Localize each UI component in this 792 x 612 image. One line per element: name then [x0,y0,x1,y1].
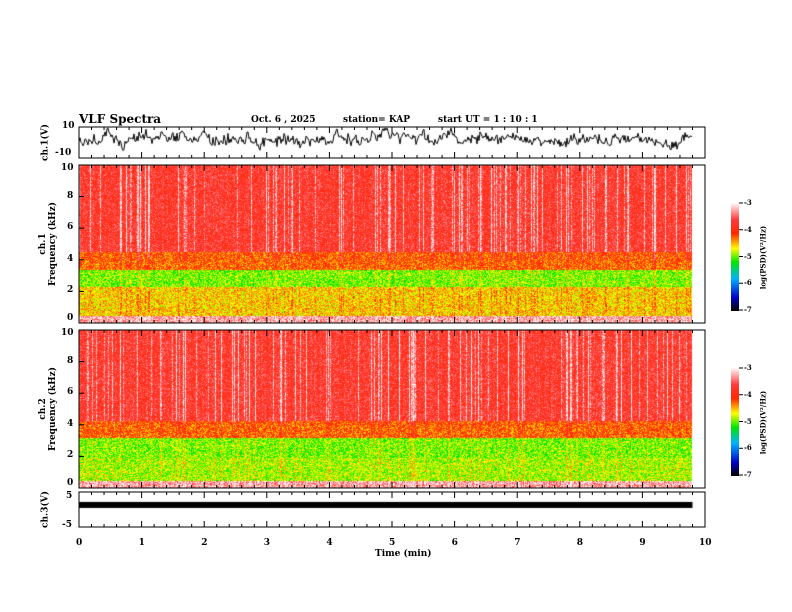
ch3-ytick-label: -5 [62,520,72,530]
figure-title: VLF Spectra [79,112,162,126]
colorbar-tick-label: -3 [744,198,752,207]
ch1-spec-ylabel: ch.1 Frequency (kHz) [38,202,58,287]
ch1-colorbar [731,203,739,311]
ch1-ytick-label: -10 [55,148,72,158]
station-label: station= KAP [343,115,411,125]
x-tick-label: 3 [263,538,271,548]
x-tick-label: 4 [326,538,333,548]
colorbar-tick-label: -5 [744,251,752,261]
spec-ytick-label: 6 [67,387,74,398]
x-tick-label: 9 [639,538,646,548]
spec-ytick-label: 8 [67,190,74,201]
ch1-ytick-label: 10 [62,121,75,131]
spec-ytick-label: 10 [61,163,74,173]
ch2-spectrogram [79,330,705,488]
ch3-ytick-label: 5 [66,491,73,501]
ch2-colorbar-label: log(PSD)(V²/Hz) [758,390,768,455]
ch1-colorbar-label: log(PSD)(V²/Hz) [758,225,768,290]
x-tick-label: 2 [201,538,208,548]
colorbar-tick-label: -6 [744,443,752,453]
colorbar-tick-label: -4 [744,389,752,399]
x-tick-label: 7 [514,538,521,548]
colorbar-tick-label: -4 [744,224,752,234]
spec-ytick-label: 0 [67,313,74,323]
start-time-label: start UT = 1 : 10 : 1 [438,115,538,125]
colorbar-tick-label: -7 [744,470,752,479]
colorbar-tick-label: -7 [744,305,752,314]
spec-ytick-label: 2 [67,285,74,296]
x-tick-label: 5 [389,538,396,548]
date-label: Oct. 6 , 2025 [251,115,316,125]
ch2-colorbar [731,368,739,476]
panel-frame [78,164,706,324]
ch2-spec-ylabel: ch.2 Frequency (kHz) [38,367,58,452]
spec-ytick-label: 10 [61,328,74,338]
spec-ytick-label: 4 [67,418,74,429]
ch3-ylabel: ch.3(V) [40,491,51,528]
colorbar-tick-label: -6 [744,278,752,288]
x-tick-label: 1 [138,538,145,548]
x-tick-label: 8 [576,538,584,548]
colorbar-tick-label: -5 [744,416,752,426]
spec-ytick-label: 6 [67,222,74,233]
colorbar-tick-label: -3 [744,363,752,372]
spec-ytick-label: 0 [67,478,74,488]
ch1-spectrogram [79,165,705,323]
panel-frame [78,329,706,489]
x-tick-label: 6 [451,538,458,548]
spec-ytick-label: 8 [67,355,74,366]
ch1-ylabel: ch.1(V) [40,124,51,161]
x-tick-label: 10 [699,538,712,548]
x-tick-label: 0 [76,538,83,548]
spec-ytick-label: 2 [67,450,74,461]
x-axis-label: Time (min) [375,549,432,559]
spec-ytick-label: 4 [67,253,74,264]
